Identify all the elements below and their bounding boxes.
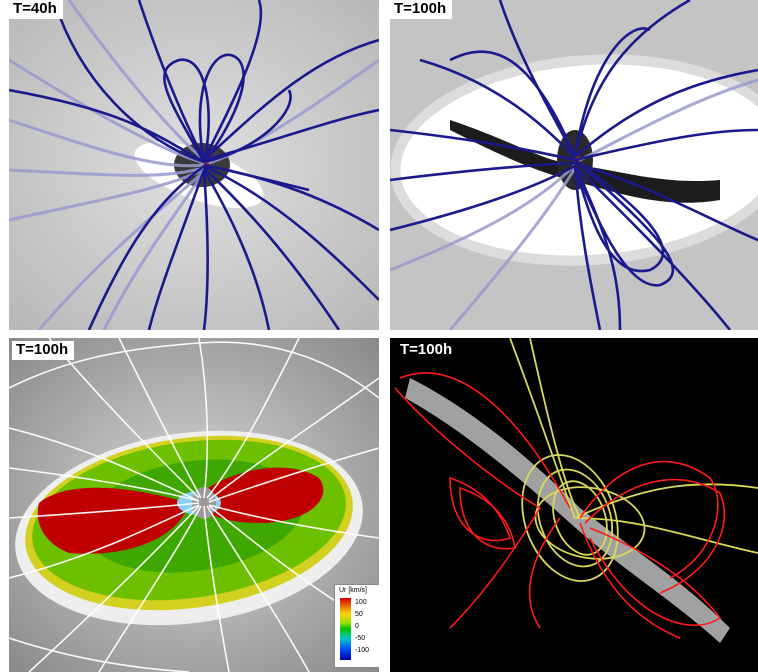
colorbar-title: Ur [km/s] — [339, 587, 367, 594]
colorbar-legend: Ur [km/s] 100 50 0 -50 -100 — [334, 584, 379, 668]
colorbar-tick: 50 — [355, 611, 363, 618]
panel-time-label: T=40h — [9, 0, 63, 19]
panel-time-label: T=100h — [400, 341, 453, 358]
field-line-render — [390, 338, 758, 672]
simulation-panel-t100h-velocity: T=100h Ur [km/s] 100 50 0 -50 -100 — [9, 338, 379, 672]
velocity-render — [9, 338, 379, 672]
colorbar-tick: 100 — [355, 599, 367, 606]
colorbar-tick: -100 — [355, 647, 370, 654]
colorbar-tick: 0 — [355, 623, 359, 630]
colorbar-gradient — [340, 598, 351, 660]
panel-time-label: T=100h — [12, 341, 75, 360]
panel-time-label: T=100h — [390, 0, 453, 19]
simulation-panel-t40h: T=40h — [9, 0, 379, 330]
colorbar-tick: -50 — [355, 635, 366, 642]
field-line-render — [9, 0, 379, 330]
field-line-render — [390, 0, 758, 330]
simulation-panel-t100h-top: T=100h — [390, 0, 758, 330]
simulation-panel-t100h-dark: T=100h — [390, 338, 758, 672]
